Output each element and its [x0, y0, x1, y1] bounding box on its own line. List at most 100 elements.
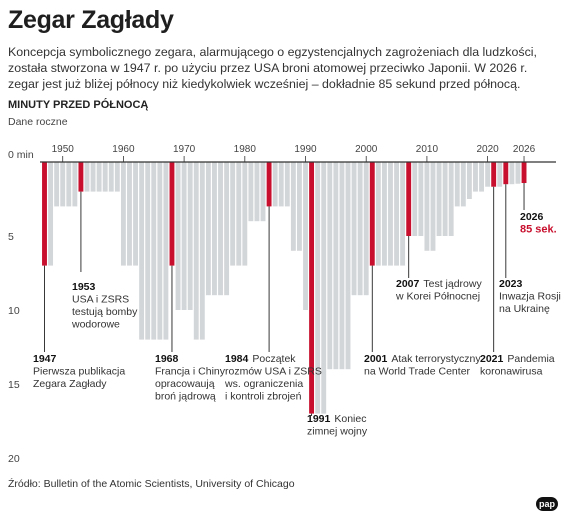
pap-logo: pap — [536, 497, 558, 511]
annotation-1968: 1968 Francja i Chiny opracowaują broń jądro… — [155, 353, 226, 403]
annotation-1968-line-0: Francja i Chiny — [155, 366, 226, 378]
page-description: Koncepcja symbolicznego zegara, alarmują… — [8, 45, 537, 91]
bar-1996 — [339, 162, 345, 370]
annotation-2021-line-0: Pandemia — [507, 353, 554, 365]
bar-1961 — [127, 162, 132, 266]
annotation-1947-line-1: Zegara Zagłady — [33, 378, 107, 390]
bar-2008 — [412, 162, 418, 236]
annotation-1953: 1953 USA i ZSRS testują bomby wodorowe — [71, 281, 138, 331]
annotation-1984: 1984 Początek rozmów USA i ZSRS ws. ogranic… — [224, 353, 322, 403]
y-tick-label-0: 0 min — [8, 149, 34, 161]
bar-1986 — [278, 162, 284, 207]
bar-1949 — [54, 162, 60, 207]
bar-1994 — [327, 162, 333, 370]
annotation-2007-line-0: Test jądrowy — [423, 278, 482, 290]
bar-1990 — [303, 162, 308, 310]
bar-1959 — [114, 162, 120, 192]
bar-1953 — [78, 162, 84, 192]
bar-1984 — [266, 162, 272, 207]
bar-1964 — [145, 162, 151, 340]
bar-2019 — [479, 162, 484, 192]
annotation-2007-line-1: w Korei Północnej — [395, 291, 480, 303]
annotation-2021-line-1: koronawirusa — [480, 366, 543, 378]
bar-2010 — [424, 162, 430, 251]
bar-2009 — [418, 162, 424, 236]
x-tick-label-1970: 1970 — [173, 144, 196, 155]
bar-2018 — [473, 162, 478, 192]
bar-1971 — [187, 162, 193, 310]
bar-1962 — [133, 162, 138, 266]
bar-1979 — [236, 162, 242, 266]
y-tick-label-20: 20 — [8, 453, 20, 465]
bar-1967 — [163, 162, 169, 340]
annotation-2021: 2021 Pandemia koronawirusa — [480, 353, 555, 378]
page-title: Zegar Zagłady — [8, 6, 174, 34]
bar-1958 — [108, 162, 114, 192]
annotation-2026-line-0: 85 sek. — [520, 224, 557, 236]
annotation-year-2007: 2007 — [396, 278, 420, 290]
bar-1960 — [120, 162, 126, 266]
bar-2016 — [460, 162, 466, 207]
annotation-1991-line-0: Koniec — [334, 413, 366, 425]
bar-2020 — [485, 162, 491, 187]
annotation-1984-line-1: rozmów USA i ZSRS — [225, 366, 322, 378]
annotation-2023-line-1: na Ukrainę — [499, 303, 550, 315]
bar-1965 — [151, 162, 157, 340]
bar-1970 — [181, 162, 187, 310]
bar-1980 — [242, 162, 248, 266]
x-tick-label-2026: 2026 — [513, 144, 536, 155]
bar-1977 — [224, 162, 230, 296]
annotation-2023-line-0: Inwazja Rosji — [499, 291, 561, 303]
bar-2025 — [515, 162, 521, 184]
bar-1983 — [260, 162, 266, 222]
annotation-year-2023: 2023 — [499, 278, 523, 290]
bar-1993 — [321, 162, 327, 414]
bar-2013 — [442, 162, 448, 236]
bar-2023 — [503, 162, 509, 185]
bar-2026 — [521, 162, 527, 184]
bar-2022 — [497, 162, 503, 187]
annotation-1968-line-1: opracowaują — [155, 378, 215, 390]
annotation-1968-line-2: broń jądrową — [155, 391, 216, 403]
x-tick-label-1960: 1960 — [112, 144, 135, 155]
bar-2024 — [509, 162, 515, 185]
annotation-1991: 1991 Koniec zimnej wojny — [307, 413, 368, 438]
y-tick-label-15: 15 — [8, 379, 20, 391]
annotation-2001-line-0: Atak terrorystyczny — [391, 353, 481, 365]
bar-1992 — [315, 162, 321, 414]
bar-1957 — [102, 162, 108, 192]
annotation-year-1984: 1984 — [225, 353, 249, 365]
bar-2012 — [436, 162, 442, 236]
annotation-year-2026: 2026 — [520, 211, 544, 223]
x-tick-label-2020: 2020 — [476, 144, 499, 155]
annotation-year-1991: 1991 — [307, 413, 331, 425]
annotation-2001-line-1: na World Trade Center — [364, 366, 471, 378]
bar-2011 — [430, 162, 436, 251]
bar-1947 — [42, 162, 47, 266]
annotation-year-2021: 2021 — [480, 353, 504, 365]
bar-1998 — [351, 162, 357, 296]
annotation-1953-line-1: testują bomby — [72, 306, 138, 318]
bar-1981 — [248, 162, 254, 222]
annotation-2023: 2023 Inwazja Rosji na Ukrainę — [499, 278, 561, 315]
annotation-1984-line-0: Początek — [252, 353, 296, 365]
bar-2004 — [388, 162, 393, 266]
y-tick-label-5: 5 — [8, 231, 14, 243]
annotation-1984-line-2: ws. ograniczenia — [224, 378, 303, 390]
chart-subtitle: Dane roczne — [8, 116, 68, 128]
bar-1987 — [284, 162, 290, 207]
x-tick-label-1950: 1950 — [52, 144, 75, 155]
annotation-1984-line-3: i kontroli zbrojeń — [225, 391, 302, 403]
annotation-year-1968: 1968 — [155, 353, 179, 365]
bar-1969 — [175, 162, 181, 310]
bar-1963 — [139, 162, 145, 340]
bar-1989 — [296, 162, 302, 251]
x-tick-label-1980: 1980 — [234, 144, 257, 155]
bar-1978 — [230, 162, 236, 266]
bar-1952 — [72, 162, 78, 207]
annotation-year-2001: 2001 — [364, 353, 388, 365]
bar-1955 — [90, 162, 96, 192]
y-tick-label-10: 10 — [8, 305, 20, 317]
bars-group — [42, 162, 527, 414]
